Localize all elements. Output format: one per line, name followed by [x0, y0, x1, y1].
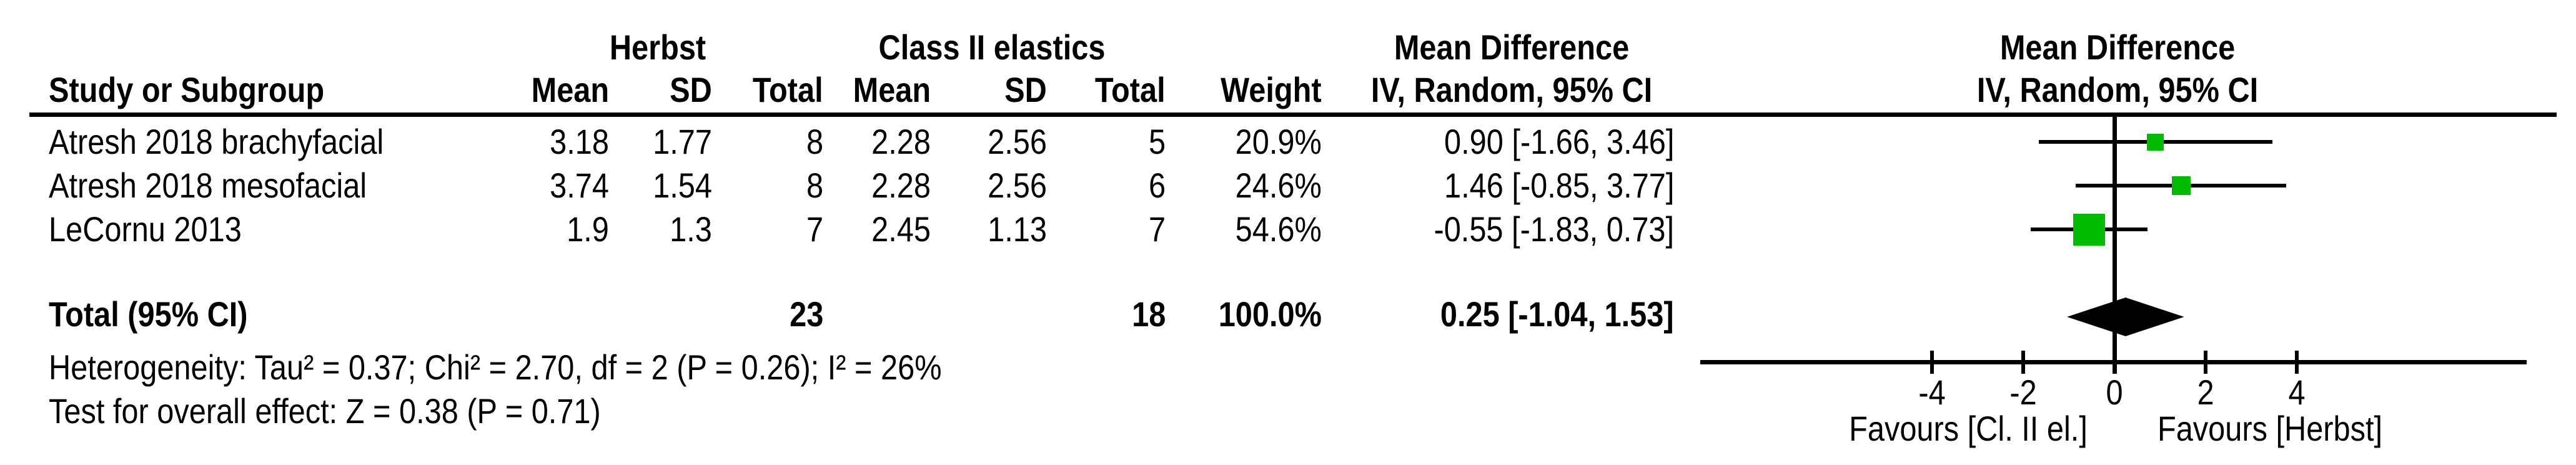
total-label: Total (95% CI) — [49, 294, 248, 334]
cell-weight: 20.9% — [1235, 122, 1322, 161]
axis-tick — [2295, 351, 2299, 374]
plot-header-line2: IV, Random, 95% CI — [1976, 70, 2259, 109]
cell-total2: 6 — [1148, 166, 1166, 205]
overall-effect-text: Test for overall effect: Z = 0.38 (P = 0… — [49, 391, 601, 431]
col-header-total2: Total — [1095, 70, 1166, 109]
study-name: Atresh 2018 brachyfacial — [49, 122, 384, 161]
col-header-group1: Herbst — [609, 28, 706, 67]
plot-header-line1: Mean Difference — [1999, 28, 2236, 67]
axis-tick — [2021, 351, 2025, 374]
axis-tick — [1930, 351, 1934, 374]
study-name: Atresh 2018 mesofacial — [49, 166, 367, 205]
total-ci: 0.25 [-1.04, 1.53] — [1440, 294, 1674, 334]
col-header-sd2: SD — [1004, 70, 1047, 109]
cell-weight: 54.6% — [1235, 209, 1322, 249]
cell-sd1: 1.54 — [653, 166, 712, 205]
col-header-weight: Weight — [1221, 70, 1322, 109]
study-name: LeCornu 2013 — [49, 209, 242, 249]
col-header-study: Study or Subgroup — [49, 70, 325, 109]
cell-mean1: 3.18 — [550, 122, 609, 161]
total-n1: 23 — [789, 294, 823, 334]
cell-total2: 7 — [1148, 209, 1166, 249]
total-n2: 18 — [1131, 294, 1166, 334]
cell-total2: 5 — [1148, 122, 1166, 161]
cell-mean1: 3.74 — [550, 166, 609, 205]
col-header-effect-line2: IV, Random, 95% CI — [1370, 70, 1653, 109]
cell-mean2: 2.28 — [871, 166, 931, 205]
favours-right-label: Favours [Herbst] — [2157, 409, 2383, 448]
axis-tick — [2113, 351, 2116, 374]
cell-mean2: 2.45 — [871, 209, 931, 249]
axis-tick-label: 4 — [2288, 372, 2306, 412]
cell-ci: 1.46 [-0.85, 3.77] — [1444, 166, 1674, 205]
summary-diamond — [2067, 298, 2184, 336]
axis-tick-label: -4 — [1918, 372, 1946, 412]
axis-tick-label: 0 — [2106, 372, 2123, 412]
cell-sd1: 1.3 — [670, 209, 712, 249]
study-marker — [2171, 176, 2191, 195]
favours-left-label: Favours [Cl. II el.] — [1849, 409, 2088, 448]
col-header-total1: Total — [753, 70, 823, 109]
col-header-mean2: Mean — [853, 70, 931, 109]
cell-sd1: 1.77 — [653, 122, 712, 161]
total-weight: 100.0% — [1218, 294, 1322, 334]
cell-sd2: 1.13 — [988, 209, 1047, 249]
cell-total1: 8 — [806, 166, 823, 205]
cell-mean1: 1.9 — [567, 209, 609, 249]
axis-tick-label: -2 — [2009, 372, 2037, 412]
cell-weight: 24.6% — [1235, 166, 1322, 205]
cell-total1: 8 — [806, 122, 823, 161]
study-marker — [2147, 133, 2164, 151]
heterogeneity-text: Heterogeneity: Tau² = 0.37; Chi² = 2.70,… — [49, 348, 942, 387]
study-marker — [2073, 213, 2106, 246]
col-header-mean1: Mean — [531, 70, 609, 109]
cell-mean2: 2.28 — [871, 122, 931, 161]
col-header-group2: Class II elastics — [878, 28, 1106, 67]
cell-sd2: 2.56 — [988, 166, 1047, 205]
axis-tick — [2204, 351, 2207, 374]
zero-line — [2112, 114, 2117, 374]
cell-ci: -0.55 [-1.83, 0.73] — [1434, 209, 1674, 249]
cell-sd2: 2.56 — [988, 122, 1047, 161]
axis-tick-label: 2 — [2197, 372, 2214, 412]
cell-total1: 7 — [806, 209, 823, 249]
col-header-sd1: SD — [670, 70, 712, 109]
col-header-effect-line1: Mean Difference — [1394, 28, 1630, 67]
cell-ci: 0.90 [-1.66, 3.46] — [1444, 122, 1674, 161]
header-underline — [29, 112, 2557, 117]
